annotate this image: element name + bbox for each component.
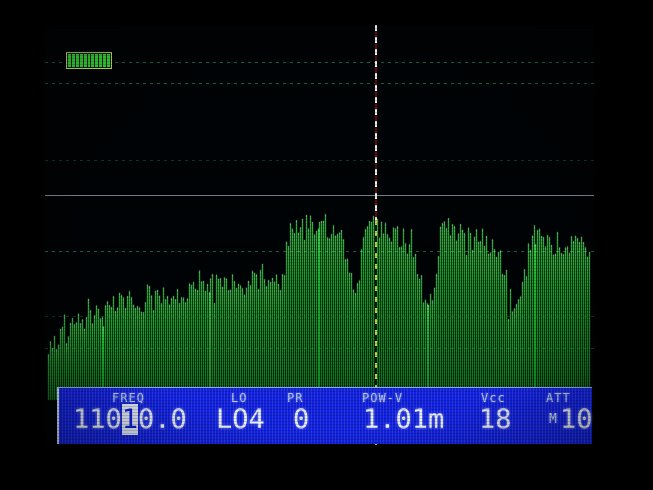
freq-digits-before-cursor: 110 bbox=[73, 404, 122, 435]
spectrum-trace bbox=[45, 25, 594, 445]
powv-label: POW-V bbox=[362, 391, 404, 405]
lo-value[interactable]: LO4 bbox=[216, 404, 265, 435]
freq-edit-cursor[interactable]: 1 bbox=[121, 404, 139, 435]
bargraph-segment bbox=[107, 54, 110, 67]
bargraph-segment bbox=[79, 54, 83, 67]
bargraph-segment bbox=[103, 54, 107, 67]
powv-value: 1.01m bbox=[363, 404, 445, 435]
bargraph-segment bbox=[71, 54, 75, 67]
vcc-label: Vcc bbox=[481, 391, 506, 405]
bargraph-segment bbox=[87, 54, 91, 67]
att-value[interactable]: 10 bbox=[560, 404, 593, 435]
freq-digits-after-cursor: 0.0 bbox=[138, 404, 187, 435]
bargraph-segment bbox=[99, 54, 103, 67]
bargraph-segment bbox=[68, 54, 71, 67]
freq-value[interactable]: 11010.0 bbox=[73, 404, 187, 435]
bargraph-segment bbox=[75, 54, 79, 67]
bargraph-segment bbox=[95, 54, 99, 67]
vcc-value: 18 bbox=[479, 404, 512, 435]
bargraph-segment bbox=[83, 54, 87, 67]
att-mode-prefix: M bbox=[549, 412, 557, 427]
status-bar: FREQ LO PR POW-V Vcc ATT 11010.0 LO4 0 1… bbox=[57, 387, 594, 444]
att-label: ATT bbox=[546, 391, 571, 405]
freq-label: FREQ bbox=[112, 391, 145, 405]
display-screen: FREQ LO PR POW-V Vcc ATT 11010.0 LO4 0 1… bbox=[45, 25, 594, 445]
lo-label: LO bbox=[231, 391, 248, 405]
status-bar-label-row: FREQ LO PR POW-V Vcc ATT bbox=[59, 391, 594, 405]
bargraph-segment bbox=[91, 54, 95, 67]
status-bar-value-row: 11010.0 LO4 0 1.01m 18 M 10 bbox=[59, 404, 594, 439]
signal-level-bargraph bbox=[66, 52, 112, 69]
pr-label: PR bbox=[287, 391, 304, 405]
pr-value[interactable]: 0 bbox=[293, 404, 310, 435]
